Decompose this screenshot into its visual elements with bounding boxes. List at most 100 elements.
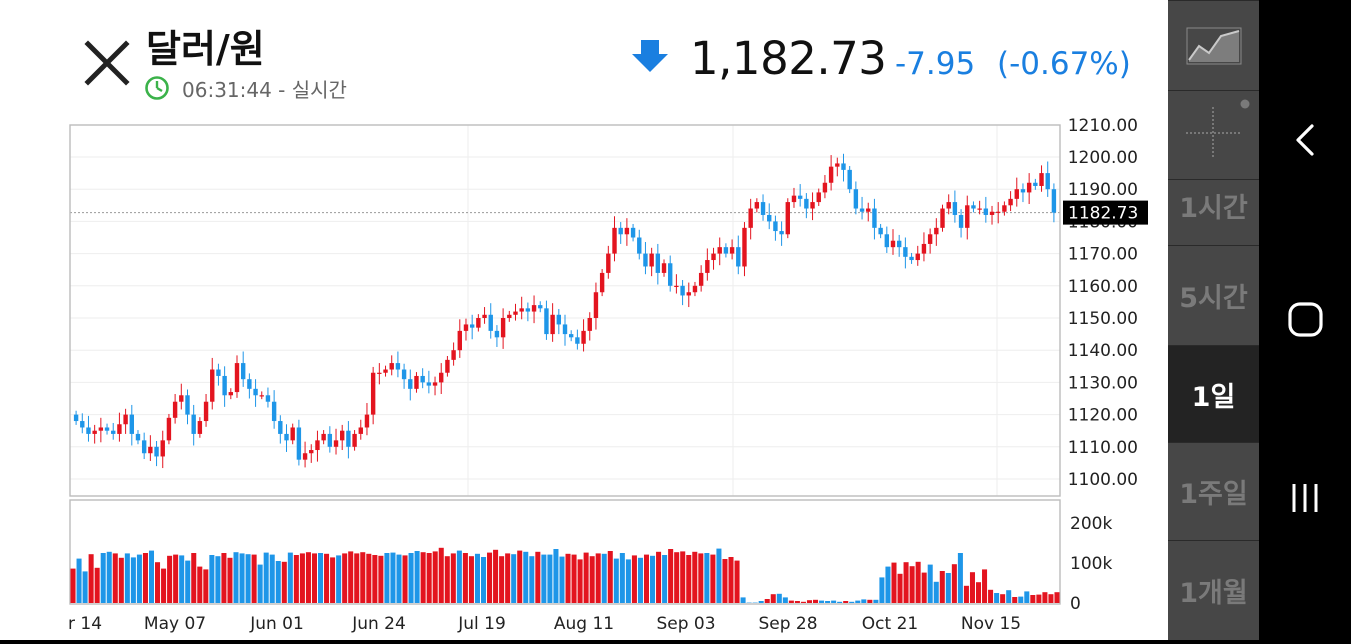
interval-1m-button[interactable]: 1개월 — [1168, 540, 1259, 640]
volume-bar — [958, 553, 963, 603]
volume-bar — [511, 554, 516, 603]
volume-tick-label: 200k — [1070, 514, 1112, 534]
volume-bar — [125, 553, 130, 603]
volume-bar — [197, 567, 202, 603]
volume-bar — [698, 553, 703, 603]
volume-bar — [735, 561, 740, 603]
volume-bar — [1000, 594, 1005, 603]
back-icon[interactable] — [1298, 126, 1312, 154]
volume-bar — [439, 548, 444, 603]
volume-bar — [813, 600, 818, 603]
chart-type-button[interactable] — [1168, 0, 1259, 90]
volume-bar — [831, 601, 836, 603]
volume-bar — [608, 551, 613, 603]
volume-bar — [179, 555, 184, 603]
volume-bar — [493, 550, 498, 603]
volume-bar — [535, 552, 540, 603]
volume-bar — [101, 553, 106, 603]
volume-bar — [306, 552, 311, 603]
interval-1d-button[interactable]: 1일 — [1168, 345, 1259, 442]
volume-bar — [686, 555, 691, 603]
price-tick-label: 1210.00 — [1068, 116, 1138, 136]
current-price-label: 1182.73 — [1068, 204, 1138, 224]
date-tick-label: Jun 01 — [249, 614, 304, 634]
volume-bar — [119, 558, 124, 603]
volume-bar — [910, 566, 915, 603]
volume-bar — [451, 553, 456, 603]
crosshair-button[interactable] — [1168, 90, 1259, 179]
volume-bar — [1042, 592, 1047, 603]
volume-tick-label: 100k — [1070, 554, 1112, 574]
volume-bar — [246, 554, 251, 603]
volume-bar — [457, 551, 462, 603]
volume-bar — [668, 549, 673, 603]
price-change-percent: (-0.67%) — [997, 46, 1131, 82]
interval-1w-button[interactable]: 1주일 — [1168, 442, 1259, 540]
volume-bar — [227, 558, 232, 603]
candle — [167, 414, 171, 444]
volume-bar — [783, 597, 788, 603]
volume-bar — [867, 600, 872, 603]
volume-bar — [1054, 592, 1059, 603]
volume-bar — [1030, 595, 1035, 603]
volume-bar — [396, 555, 401, 603]
volume-bar — [541, 555, 546, 603]
volume-bar — [131, 557, 136, 603]
volume-bar — [233, 552, 238, 603]
volume-bar — [445, 556, 450, 603]
volume-bar — [765, 599, 770, 603]
interval-5h-button[interactable]: 5시간 — [1168, 245, 1259, 345]
volume-bar — [409, 553, 414, 603]
volume-bar — [421, 552, 426, 603]
volume-bar — [209, 555, 214, 603]
volume-bar — [547, 555, 552, 603]
volume-bar — [215, 556, 220, 603]
interval-1h-button[interactable]: 1시간 — [1168, 179, 1259, 245]
volume-bar — [638, 558, 643, 603]
volume-bar — [403, 555, 408, 603]
volume-bar — [505, 553, 510, 603]
volume-bar — [879, 577, 884, 603]
price-tick-label: 1170.00 — [1068, 245, 1138, 265]
volume-bar — [741, 597, 746, 603]
volume-bar — [252, 555, 257, 603]
volume-bar — [113, 553, 118, 603]
volume-bar — [95, 568, 100, 603]
volume-bar — [559, 557, 564, 603]
volume-bar — [360, 552, 365, 603]
volume-bar — [378, 556, 383, 603]
volume-bar — [759, 601, 764, 603]
volume-bar — [656, 552, 661, 603]
volume-bar — [970, 572, 975, 603]
volume-bar — [982, 569, 987, 603]
line-chart-icon — [1185, 26, 1243, 66]
volume-bar — [137, 555, 142, 603]
current-price-marker: 1182.73 — [1063, 201, 1148, 225]
volume-bar — [107, 552, 112, 603]
volume-bar — [777, 594, 782, 603]
price-tick-label: 1160.00 — [1068, 277, 1138, 297]
volume-bar — [372, 555, 377, 603]
chart-panel[interactable]: 달러/원 06:31:44 - 실시간 1,182.73 -7.95 (-0.6… — [0, 0, 1168, 640]
volume-bar — [282, 562, 287, 603]
recents-icon[interactable] — [1294, 484, 1316, 512]
volume-bar — [662, 555, 667, 603]
home-icon[interactable] — [1290, 304, 1321, 335]
volume-bar — [89, 554, 94, 603]
page-title: 달러/원 — [146, 27, 265, 71]
volume-bar — [572, 555, 577, 603]
price-tick-label: 1200.00 — [1068, 148, 1138, 168]
volume-bar — [873, 600, 878, 603]
volume-bar — [203, 569, 208, 603]
volume-bar — [650, 556, 655, 603]
volume-bar — [994, 593, 999, 603]
volume-bar — [825, 601, 830, 603]
volume-bar — [1006, 590, 1011, 603]
volume-bar — [1036, 595, 1041, 603]
date-tick-label: Sep 03 — [656, 614, 715, 634]
volume-bar — [680, 551, 685, 603]
date-tick-label: Oct 21 — [862, 614, 918, 634]
volume-bar — [632, 555, 637, 603]
volume-bar — [499, 556, 504, 603]
volume-bar — [837, 602, 842, 603]
